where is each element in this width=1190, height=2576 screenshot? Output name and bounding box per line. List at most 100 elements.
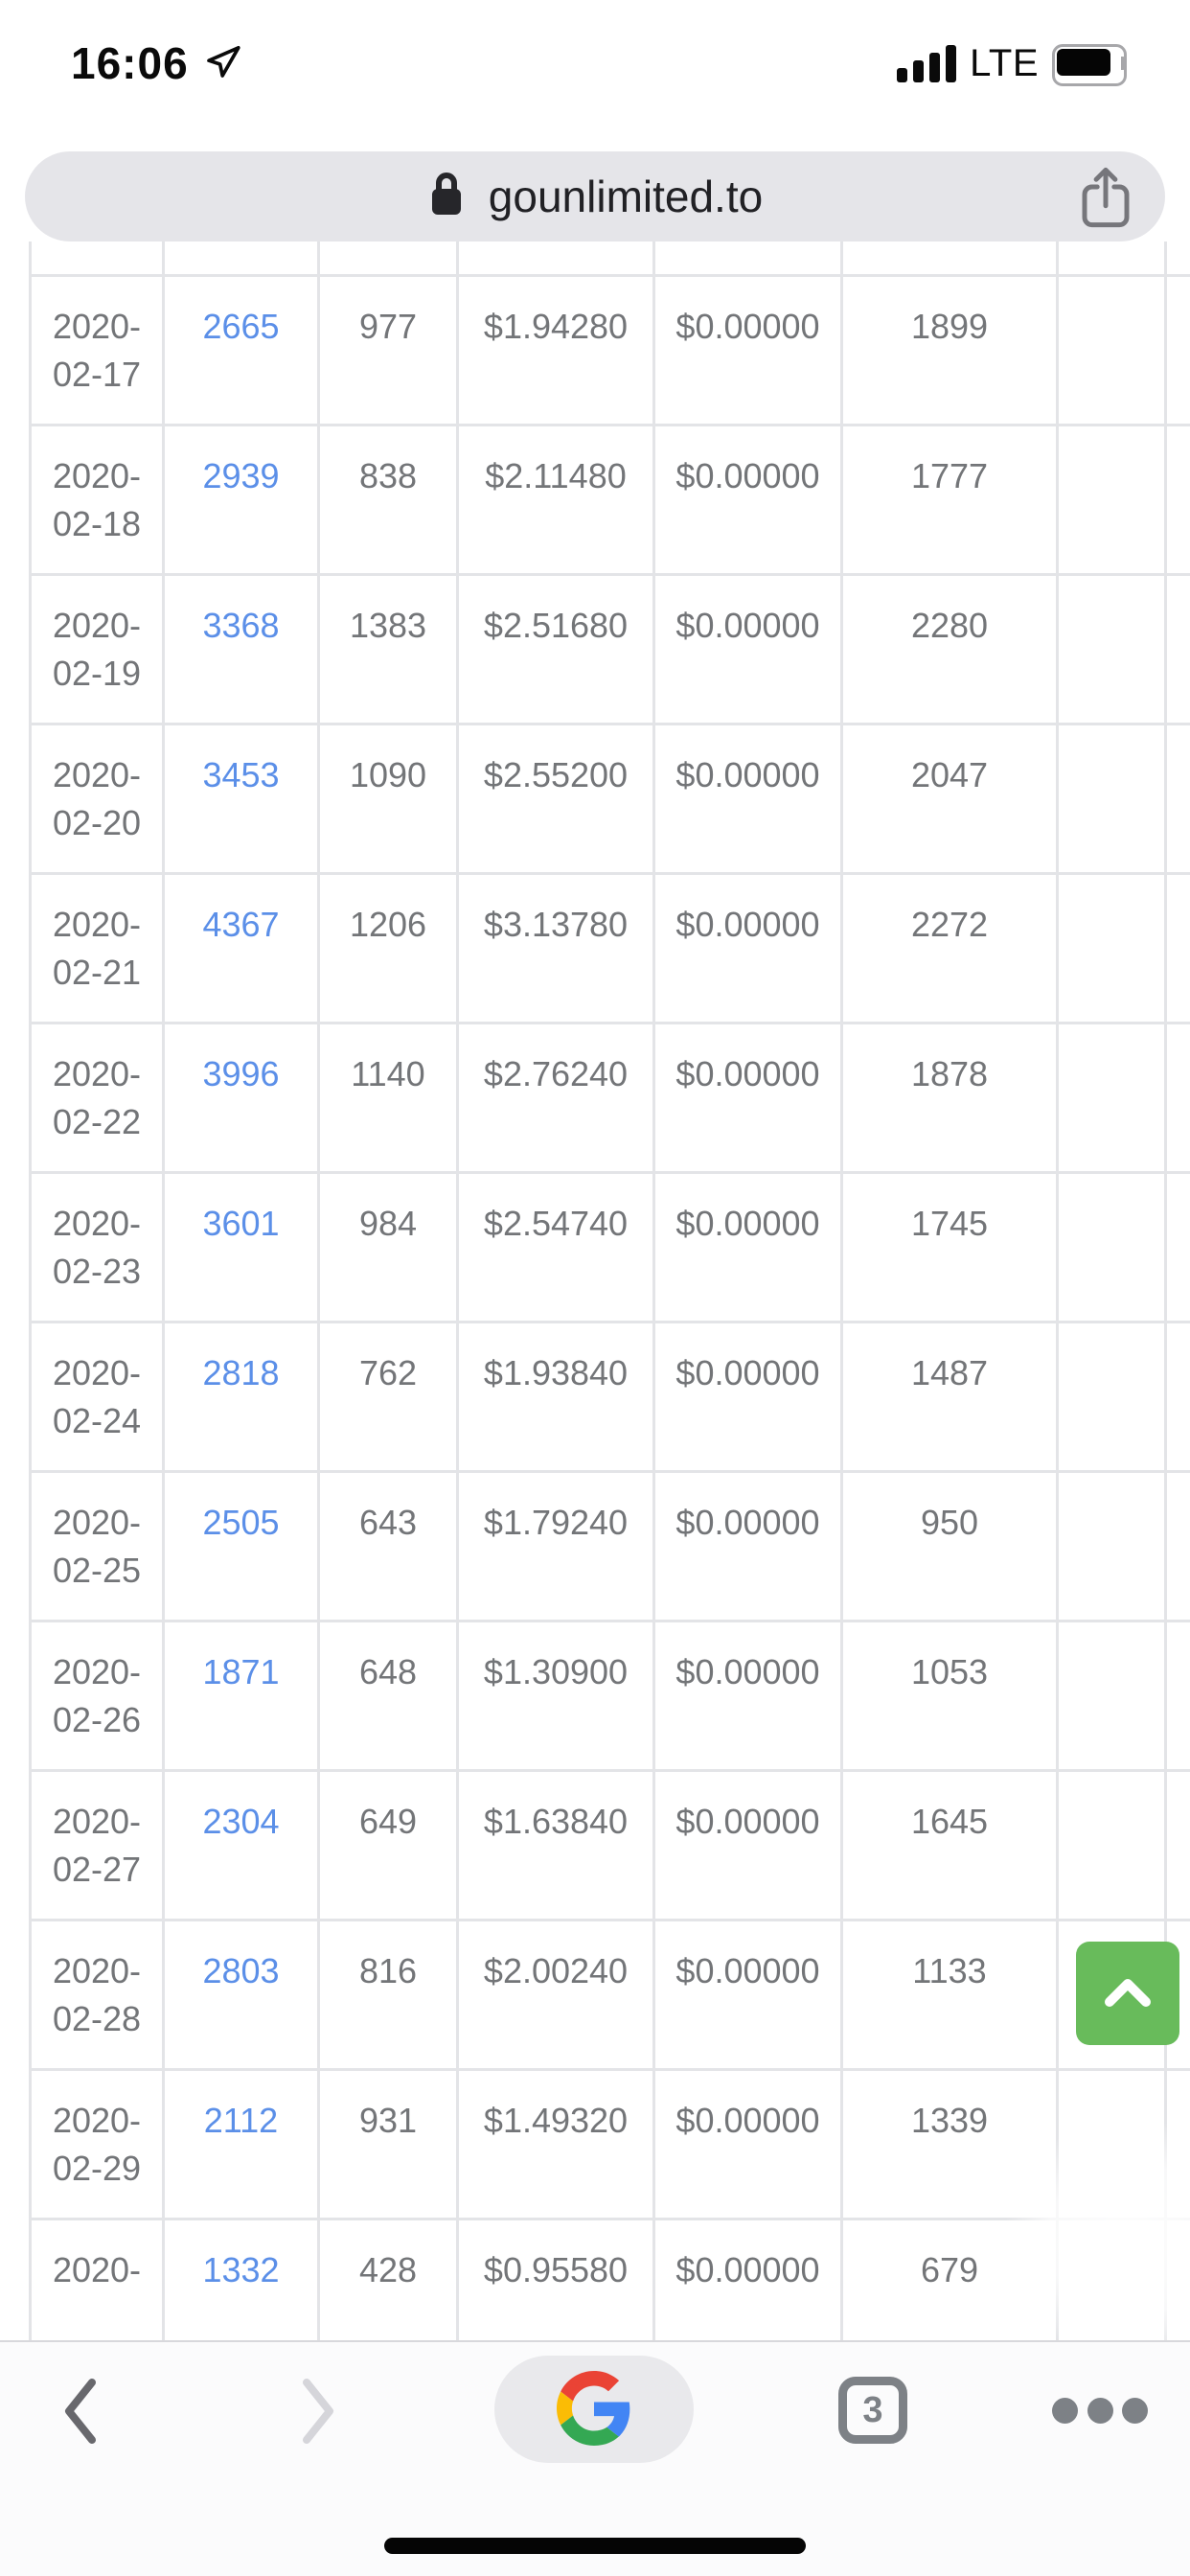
table-row: 2020- 02-21 4367 1206 $3.13780 $0.00000 2… — [29, 872, 1190, 1024]
cell-link: 2112 — [162, 2068, 320, 2220]
cell-money2: $0.00000 — [652, 1470, 843, 1622]
table-row: 2020- 02-28 2803 816 $2.00240 $0.00000 11… — [29, 1919, 1190, 2071]
cell-money1: $2.51680 — [456, 573, 655, 725]
cell-value2: 2272 — [840, 872, 1059, 1024]
cell-date: 2020- 02-26 — [29, 1620, 165, 1772]
cell-clipped — [1164, 1470, 1190, 1622]
cell-value1: 816 — [317, 1919, 459, 2071]
cell-date: 2020- 02-19 — [29, 573, 165, 725]
table-row: 2020- 02-29 2112 931 $1.49320 $0.00000 13… — [29, 2068, 1190, 2220]
stats-table: 2020- 02-17 2665 977 $1.94280 $0.00000 18… — [29, 242, 1190, 2340]
cell-clipped — [1164, 1171, 1190, 1323]
cell-clipped — [1164, 1022, 1190, 1174]
cell-money2: $0.00000 — [652, 1321, 843, 1473]
file-count-link[interactable]: 2304 — [202, 1802, 280, 1841]
cell-value1: 649 — [317, 1769, 459, 1921]
cell-value2: 1899 — [840, 274, 1059, 426]
file-count-link[interactable]: 3601 — [202, 1204, 280, 1243]
table-row: 2020- 02-17 2665 977 $1.94280 $0.00000 18… — [29, 274, 1190, 426]
cell-empty — [1056, 1470, 1167, 1622]
table-row: 2020- 02-22 3996 1140 $2.76240 $0.00000 1… — [29, 1022, 1190, 1174]
cell-value1: 838 — [317, 424, 459, 576]
cellular-signal-icon — [897, 44, 957, 82]
table-row: 2020- 02-18 2939 838 $2.11480 $0.00000 17… — [29, 424, 1190, 576]
cell-date: 2020- 02-27 — [29, 1769, 165, 1921]
safari-toolbar: 3 — [0, 2340, 1190, 2576]
table-row: 2020- 02-27 2304 649 $1.63840 $0.00000 16… — [29, 1769, 1190, 1921]
cell-money1: $2.76240 — [456, 1022, 655, 1174]
cell-link: 2818 — [162, 1321, 320, 1473]
status-right: LTE — [897, 33, 1134, 94]
cell-value2: 950 — [840, 1470, 1059, 1622]
file-count-link[interactable]: 2665 — [202, 307, 280, 346]
status-bar: 16:06 LTE — [0, 0, 1190, 126]
table-row: 2020- 02-25 2505 643 $1.79240 $0.00000 95… — [29, 1470, 1190, 1622]
cell-money1: $2.00240 — [456, 1919, 655, 2071]
more-button[interactable] — [1052, 2396, 1148, 2425]
chevron-up-icon — [1103, 1976, 1153, 2012]
cell-money2: $0.00000 — [652, 1919, 843, 2071]
cell-value2: 1777 — [840, 424, 1059, 576]
address-bar[interactable]: gounlimited.to — [25, 151, 1165, 242]
cell-money2: $0.00000 — [652, 573, 843, 725]
cell-date: 2020- 02-22 — [29, 1022, 165, 1174]
cell-money1: $0.95580 — [456, 2218, 655, 2340]
cell-money1: $1.49320 — [456, 2068, 655, 2220]
cell-value1: 428 — [317, 2218, 459, 2340]
file-count-link[interactable]: 3368 — [202, 606, 280, 645]
cell-value2: 1745 — [840, 1171, 1059, 1323]
page-content: 2020- 02-17 2665 977 $1.94280 $0.00000 18… — [0, 242, 1190, 2340]
cell-empty — [1056, 573, 1167, 725]
back-button[interactable] — [57, 2375, 102, 2448]
share-button[interactable] — [1079, 166, 1133, 229]
file-count-link[interactable]: 4367 — [202, 905, 280, 944]
home-indicator[interactable] — [384, 2538, 806, 2554]
forward-button[interactable] — [297, 2375, 341, 2448]
cell-clipped — [1164, 573, 1190, 725]
cell-clipped — [1164, 723, 1190, 875]
cell-money2: $0.00000 — [652, 872, 843, 1024]
chevron-right-icon — [297, 2379, 341, 2450]
file-count-link[interactable]: 1871 — [202, 1652, 280, 1691]
file-count-link[interactable]: 2939 — [202, 456, 280, 495]
file-count-link[interactable]: 2505 — [202, 1503, 280, 1542]
tabs-button[interactable]: 3 — [838, 2377, 907, 2444]
cell-value1: 977 — [317, 274, 459, 426]
cell-value2: 2280 — [840, 573, 1059, 725]
cell-link: 2803 — [162, 1919, 320, 2071]
cell-value2: 1878 — [840, 1022, 1059, 1174]
cell-empty — [1056, 1022, 1167, 1174]
cell-date: 2020- 02-18 — [29, 424, 165, 576]
cell-empty — [1056, 723, 1167, 875]
cell-value2: 2047 — [840, 723, 1059, 875]
clock: 16:06 — [71, 38, 189, 88]
url-text: gounlimited.to — [488, 172, 764, 221]
battery-icon — [1052, 44, 1134, 86]
table-row: 2020- 02-19 3368 1383 $2.51680 $0.00000 2… — [29, 573, 1190, 725]
cell-date: 2020- 02-28 — [29, 1919, 165, 2071]
cell-money1: $1.93840 — [456, 1321, 655, 1473]
cell-clipped — [1164, 1321, 1190, 1473]
file-count-link[interactable]: 2818 — [202, 1353, 280, 1392]
file-count-link[interactable]: 2112 — [203, 2101, 279, 2140]
location-arrow-icon — [204, 42, 242, 85]
cell-clipped — [1164, 274, 1190, 426]
google-search-button[interactable] — [494, 2356, 694, 2463]
google-logo-icon — [557, 2370, 631, 2449]
table-body: 2020- 02-17 2665 977 $1.94280 $0.00000 18… — [29, 242, 1190, 2340]
cell-money1: $1.63840 — [456, 1769, 655, 1921]
cell-link: 1332 — [162, 2218, 320, 2340]
cell-money2: $0.00000 — [652, 274, 843, 426]
cell-empty — [1056, 1769, 1167, 1921]
cell-empty — [1056, 424, 1167, 576]
cell-clipped — [1164, 424, 1190, 576]
file-count-link[interactable]: 3996 — [202, 1054, 280, 1093]
cell-money2: $0.00000 — [652, 723, 843, 875]
cell-money1: $3.13780 — [456, 872, 655, 1024]
file-count-link[interactable]: 3453 — [202, 755, 280, 794]
file-count-link[interactable]: 1332 — [202, 2250, 280, 2289]
scroll-to-top-button[interactable] — [1076, 1942, 1179, 2045]
cell-value2: 1645 — [840, 1769, 1059, 1921]
file-count-link[interactable]: 2803 — [202, 1951, 280, 1990]
